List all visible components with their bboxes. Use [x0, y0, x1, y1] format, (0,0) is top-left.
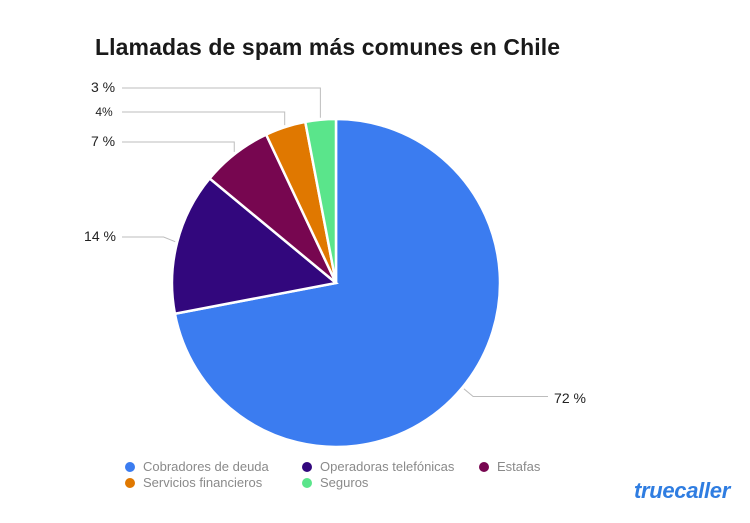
- data-label: 7 %: [91, 133, 115, 149]
- data-label: 14 %: [84, 228, 116, 244]
- data-label: 72 %: [554, 390, 586, 406]
- leader-line: [122, 141, 235, 152]
- pie-slice-seguros: [303, 117, 338, 284]
- pie-slice-operadoras-telefónicas: [170, 176, 339, 316]
- legend-item: Cobradores de deuda: [125, 459, 302, 474]
- legend-item: Servicios financieros: [125, 475, 302, 490]
- legend-label: Estafas: [497, 459, 541, 474]
- legend-swatch: [302, 477, 312, 488]
- legend-swatch: [479, 461, 489, 472]
- legend-label: Seguros: [320, 475, 369, 490]
- legend-item: Seguros: [302, 475, 479, 490]
- legend-swatch: [125, 477, 135, 488]
- legend-label: Cobradores de deuda: [143, 459, 269, 474]
- legend-label: Servicios financieros: [143, 475, 263, 490]
- legend-swatch: [125, 461, 135, 472]
- leader-line: [122, 87, 321, 118]
- legend-label: Operadoras telefónicas: [320, 459, 455, 474]
- legend-item: Operadoras telefónicas: [302, 459, 479, 474]
- truecaller-logo: truecaller: [633, 478, 730, 503]
- leader-line: [122, 236, 176, 243]
- legend-item: Estafas: [479, 459, 599, 474]
- legend-swatch: [302, 461, 312, 472]
- leader-line: [463, 388, 548, 397]
- data-label: 4%: [95, 105, 113, 119]
- legend: Cobradores de deuda Operadoras telefónica…: [125, 459, 599, 490]
- data-label: 3 %: [91, 79, 115, 95]
- chart-title: Llamadas de spam más comunes en Chile: [95, 34, 561, 60]
- leader-line: [122, 111, 286, 126]
